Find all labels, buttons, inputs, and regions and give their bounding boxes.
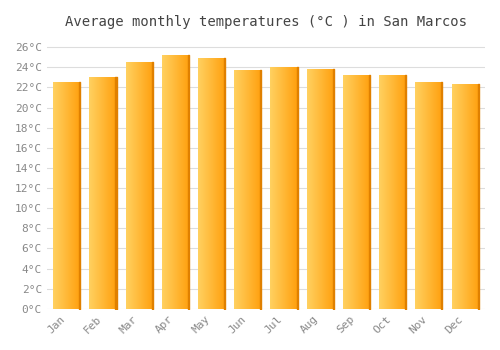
Bar bbox=[162, 55, 189, 309]
Bar bbox=[416, 82, 442, 309]
Title: Average monthly temperatures (°C ) in San Marcos: Average monthly temperatures (°C ) in Sa… bbox=[65, 15, 467, 29]
Bar bbox=[343, 75, 370, 309]
Bar bbox=[126, 62, 153, 309]
Bar bbox=[452, 84, 478, 309]
Bar bbox=[379, 75, 406, 309]
Bar bbox=[198, 58, 225, 309]
Bar bbox=[90, 77, 117, 309]
Bar bbox=[306, 69, 334, 309]
Bar bbox=[234, 70, 262, 309]
Bar bbox=[53, 82, 80, 309]
Bar bbox=[270, 67, 297, 309]
